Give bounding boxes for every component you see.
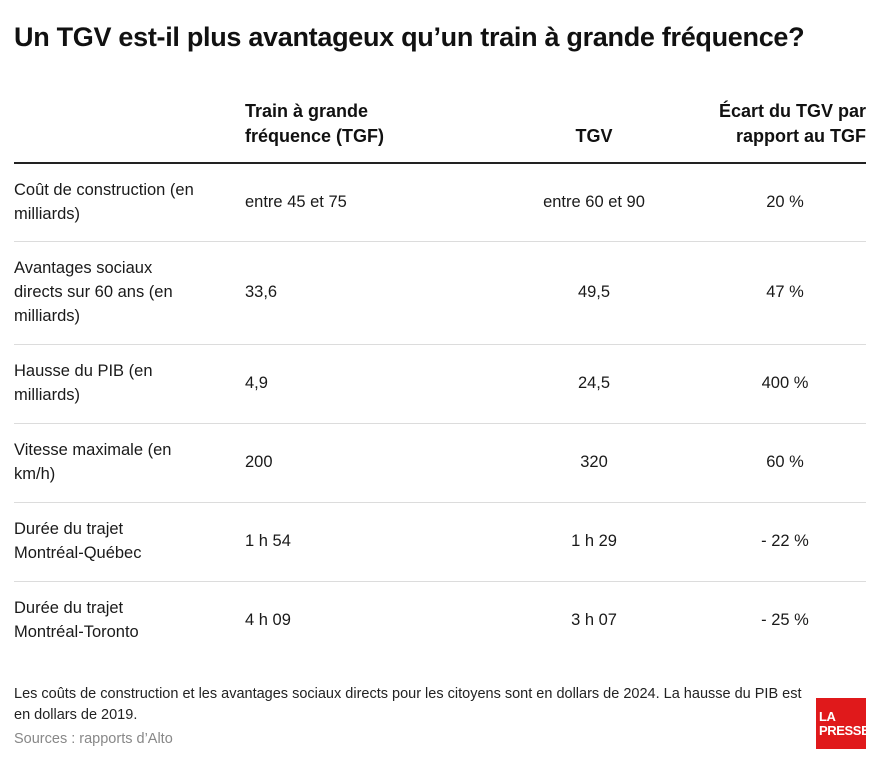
cell-tgf: 4 h 09 [245,611,291,629]
header-tgv: TGV [575,126,613,146]
row-label: Durée du trajet Montréal-Québec [14,520,142,562]
header-tgf: Train à grande fréquence (TGF) [245,101,385,146]
cell-tgf: 200 [245,453,273,471]
cell-ecart: 47 % [766,283,804,301]
cell-ecart: 60 % [766,453,804,471]
cell-ecart: 400 % [761,374,809,392]
table-row: Hausse du PIB (en milliards) 4,9 24,5 40… [14,345,866,424]
cell-ecart: - 25 % [761,611,809,629]
comparison-table: Train à grande fréquence (TGF) TGV Écart… [14,96,866,660]
cell-tgf: 33,6 [245,283,278,301]
la-presse-logo: LA PRESSE [816,698,870,749]
sources-credit: Sources : rapports d’Alto [14,731,173,747]
table-row: Durée du trajet Montréal-Toronto 4 h 09 … [14,582,866,660]
cell-tgv: 1 h 29 [571,532,617,550]
table-row: Coût de construction (en milliards) entr… [14,164,866,242]
row-label: Avantages sociaux directs sur 60 ans (en… [14,259,173,325]
row-label: Vitesse maximale (en km/h) [14,441,172,483]
cell-tgv: 24,5 [577,374,611,392]
row-label: Durée du trajet Montréal-Toronto [14,599,139,641]
page-title: Un TGV est-il plus avantageux qu’un trai… [14,22,805,52]
footnote: Les coûts de construction et les avantag… [14,686,802,723]
table-header: Train à grande fréquence (TGF) TGV Écart… [14,96,866,164]
table-row: Avantages sociaux directs sur 60 ans (en… [14,242,866,345]
logo-line-1: LA [819,708,836,724]
row-label: Coût de construction (en milliards) [14,181,194,223]
cell-tgf: 1 h 54 [245,532,291,550]
cell-tgv: 3 h 07 [571,611,617,629]
table-row: Durée du trajet Montréal-Québec 1 h 54 1… [14,503,866,582]
cell-ecart: 20 % [766,193,804,211]
logo-line-2: PRESSE [819,722,870,738]
cell-tgv: 49,5 [577,283,611,301]
cell-tgv: 320 [580,453,608,471]
row-label: Hausse du PIB (en milliards) [14,362,153,404]
cell-tgf: 4,9 [245,374,268,392]
cell-tgf: entre 45 et 75 [245,193,347,211]
header-ecart: Écart du TGV par rapport au TGF [718,101,866,146]
table-row: Vitesse maximale (en km/h) 200 320 60 % [14,424,866,503]
cell-ecart: - 22 % [761,532,809,550]
cell-tgv: entre 60 et 90 [543,193,645,211]
